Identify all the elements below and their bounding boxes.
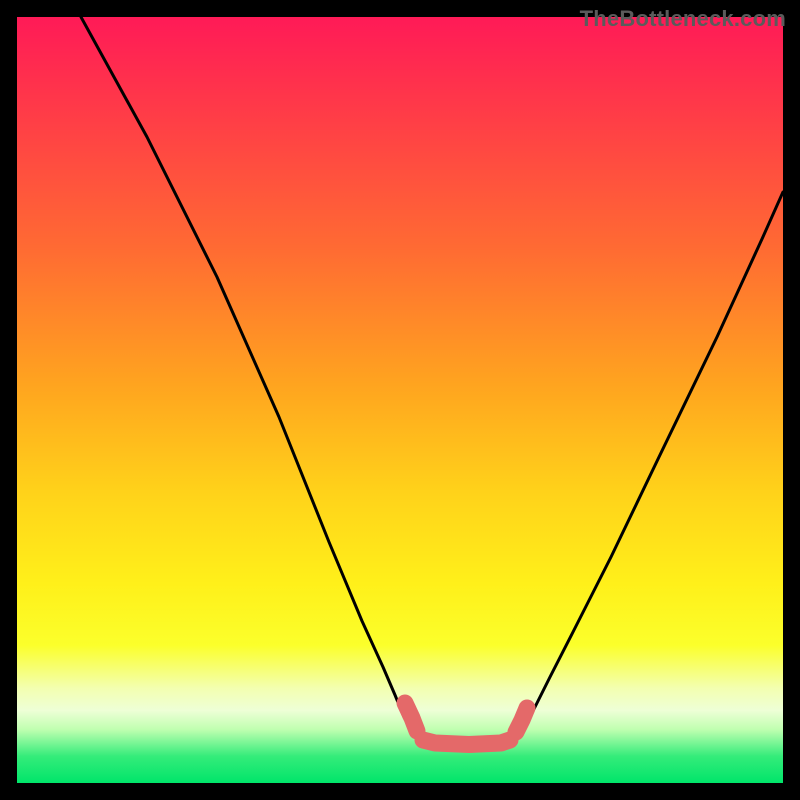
optimal-zone-marker-2 (516, 708, 527, 732)
plot-area (17, 17, 783, 783)
gradient-background (17, 17, 783, 783)
watermark-text: TheBottleneck.com (580, 6, 786, 32)
chart-svg (17, 17, 783, 783)
optimal-zone-marker-1 (423, 740, 510, 745)
optimal-zone-marker-0 (405, 703, 417, 731)
chart-frame: TheBottleneck.com (0, 0, 800, 800)
